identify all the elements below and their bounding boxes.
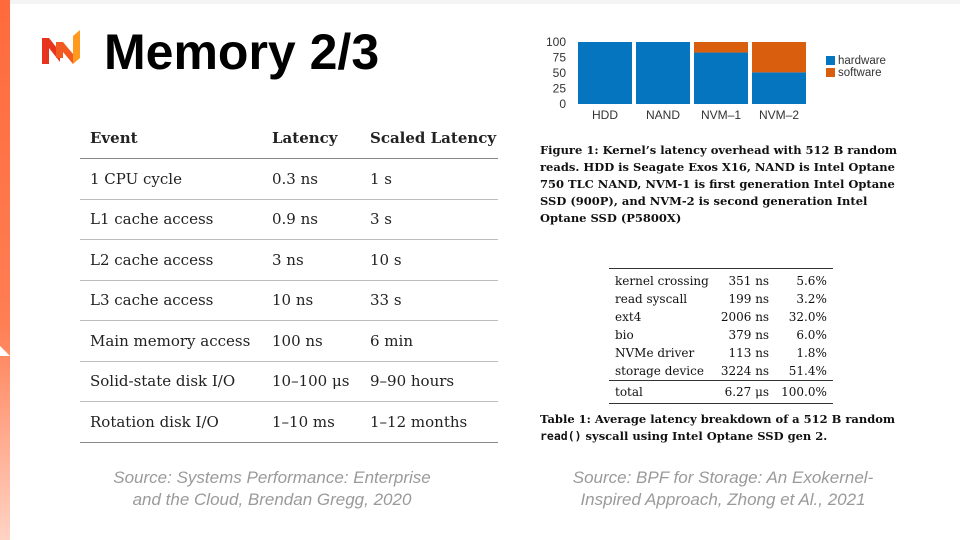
source-line: Source: BPF for Storage: An Exokernel- — [572, 468, 874, 487]
latency-cell: 0.3 ns — [262, 158, 360, 200]
table-row: Solid-state disk I/O 10–100 μs 9–90 hours — [80, 361, 498, 402]
scaled-latency-cell: 33 s — [360, 280, 498, 321]
percent-cell: 5.6% — [796, 274, 827, 288]
event-cell: Main memory access — [80, 320, 262, 362]
table-row: bio 379 ns 6.0% — [609, 326, 833, 344]
event-cell: L1 cache access — [80, 199, 262, 240]
event-cell: L3 cache access — [80, 280, 262, 321]
component-cell: read syscall — [615, 292, 688, 306]
time-cell: 3224 ns — [720, 364, 770, 378]
event-cell: Rotation disk I/O — [80, 401, 262, 443]
accent-side-bar — [0, 0, 10, 540]
component-cell: ext4 — [615, 310, 642, 324]
table-caption-code: read() — [540, 429, 582, 443]
total-time: 6.27 μs — [714, 380, 776, 404]
column-header: Scaled Latency — [360, 118, 498, 159]
bar-hardware — [578, 42, 632, 104]
x-tick-label: NAND — [646, 108, 680, 122]
total-label: total — [609, 380, 715, 404]
source-line: Inspired Approach, Zhong et Al., 2021 — [580, 490, 866, 509]
bar-hardware — [752, 72, 806, 104]
legend-swatch-software — [826, 68, 835, 77]
column-header: Latency — [262, 118, 360, 159]
component-cell: bio — [615, 328, 634, 342]
event-cell: 1 CPU cycle — [80, 158, 262, 200]
latency-breakdown-table: kernel crossing 351 ns 5.6% read syscall 19… — [609, 268, 833, 404]
legend-swatch-hardware — [826, 56, 835, 65]
accent-notch — [0, 346, 10, 356]
scaled-latency-cell: 1–12 months — [360, 401, 498, 443]
x-tick-label: HDD — [592, 108, 618, 122]
table-row: Main memory access 100 ns 6 min — [80, 320, 498, 362]
total-row: total 6.27 μs 100.0% — [609, 380, 833, 404]
time-cell: 113 ns — [728, 346, 770, 360]
column-header: Event — [80, 118, 262, 159]
source-line: and the Cloud, Brendan Gregg, 2020 — [132, 490, 412, 509]
total-percent: 100.0% — [775, 380, 833, 404]
x-tick-label: NVM–1 — [701, 108, 741, 122]
bar-software — [694, 42, 748, 53]
latency-table: Event Latency Scaled Latency 1 CPU cycle… — [80, 118, 498, 443]
table-header-row: Event Latency Scaled Latency — [80, 118, 498, 159]
scaled-latency-cell: 10 s — [360, 239, 498, 281]
bar-hardware — [694, 52, 748, 104]
table-row: Rotation disk I/O 1–10 ms 1–12 months — [80, 401, 498, 443]
table-caption-suffix: syscall using Intel Optane SSD gen 2. — [581, 429, 828, 443]
component-cell: NVMe driver — [615, 346, 695, 360]
source-citation-left: Source: Systems Performance: Enterprise … — [72, 467, 472, 511]
percent-cell: 6.0% — [796, 328, 827, 342]
table-caption: Table 1: Average latency breakdown of a … — [540, 411, 920, 445]
top-strip — [10, 0, 960, 4]
latency-cell: 0.9 ns — [262, 199, 360, 240]
y-tick-label: 25 — [553, 82, 567, 96]
table-row: NVMe driver 113 ns 1.8% — [609, 344, 833, 362]
component-cell: kernel crossing — [615, 274, 709, 288]
table-row: L2 cache access 3 ns 10 s — [80, 239, 498, 281]
slide-title: Memory 2/3 — [104, 24, 380, 80]
event-cell: Solid-state disk I/O — [80, 361, 262, 402]
y-tick-label: 50 — [553, 66, 567, 80]
scaled-latency-cell: 3 s — [360, 199, 498, 240]
event-cell: L2 cache access — [80, 239, 262, 281]
percent-cell: 3.2% — [796, 292, 827, 306]
brand-logo-icon — [42, 30, 80, 64]
figure-caption: Figure 1: Kernel’s latency overhead with… — [540, 143, 898, 225]
latency-cell: 10–100 μs — [262, 361, 360, 402]
percent-cell: 32.0% — [788, 310, 827, 324]
x-tick-label: NVM–2 — [759, 108, 799, 122]
source-line: Source: Systems Performance: Enterprise — [113, 468, 431, 487]
time-cell: 199 ns — [728, 292, 770, 306]
latency-cell: 1–10 ms — [262, 401, 360, 443]
table-row: read syscall 199 ns 3.2% — [609, 290, 833, 308]
percent-cell: 1.8% — [796, 346, 827, 360]
component-cell: storage device — [615, 364, 704, 378]
y-tick-label: 75 — [553, 51, 567, 65]
table-row: kernel crossing 351 ns 5.6% — [609, 269, 833, 291]
bar-hardware — [636, 42, 690, 104]
table-row: L3 cache access 10 ns 33 s — [80, 280, 498, 321]
time-cell: 2006 ns — [720, 310, 770, 324]
legend-label: hardware — [838, 55, 886, 67]
y-tick-label: 100 — [546, 35, 566, 49]
table-row: 1 CPU cycle 0.3 ns 1 s — [80, 158, 498, 200]
scaled-latency-cell: 1 s — [360, 158, 498, 200]
table-row: L1 cache access 0.9 ns 3 s — [80, 199, 498, 240]
table-caption-prefix: Table 1: Average latency breakdown of a … — [540, 412, 896, 426]
latency-cell: 10 ns — [262, 280, 360, 321]
y-tick-label: 0 — [559, 97, 566, 111]
legend-label: software — [838, 67, 881, 79]
latency-cell: 100 ns — [262, 320, 360, 362]
table-row: ext4 2006 ns 32.0% — [609, 308, 833, 326]
bar-software — [752, 42, 806, 73]
percent-cell: 51.4% — [788, 364, 827, 378]
time-cell: 379 ns — [728, 328, 770, 342]
source-citation-right: Source: BPF for Storage: An Exokernel- I… — [518, 467, 928, 511]
scaled-latency-cell: 6 min — [360, 320, 498, 362]
latency-cell: 3 ns — [262, 239, 360, 281]
scaled-latency-cell: 9–90 hours — [360, 361, 498, 402]
time-cell: 351 ns — [728, 274, 770, 288]
table-row: storage device 3224 ns 51.4% — [609, 362, 833, 381]
